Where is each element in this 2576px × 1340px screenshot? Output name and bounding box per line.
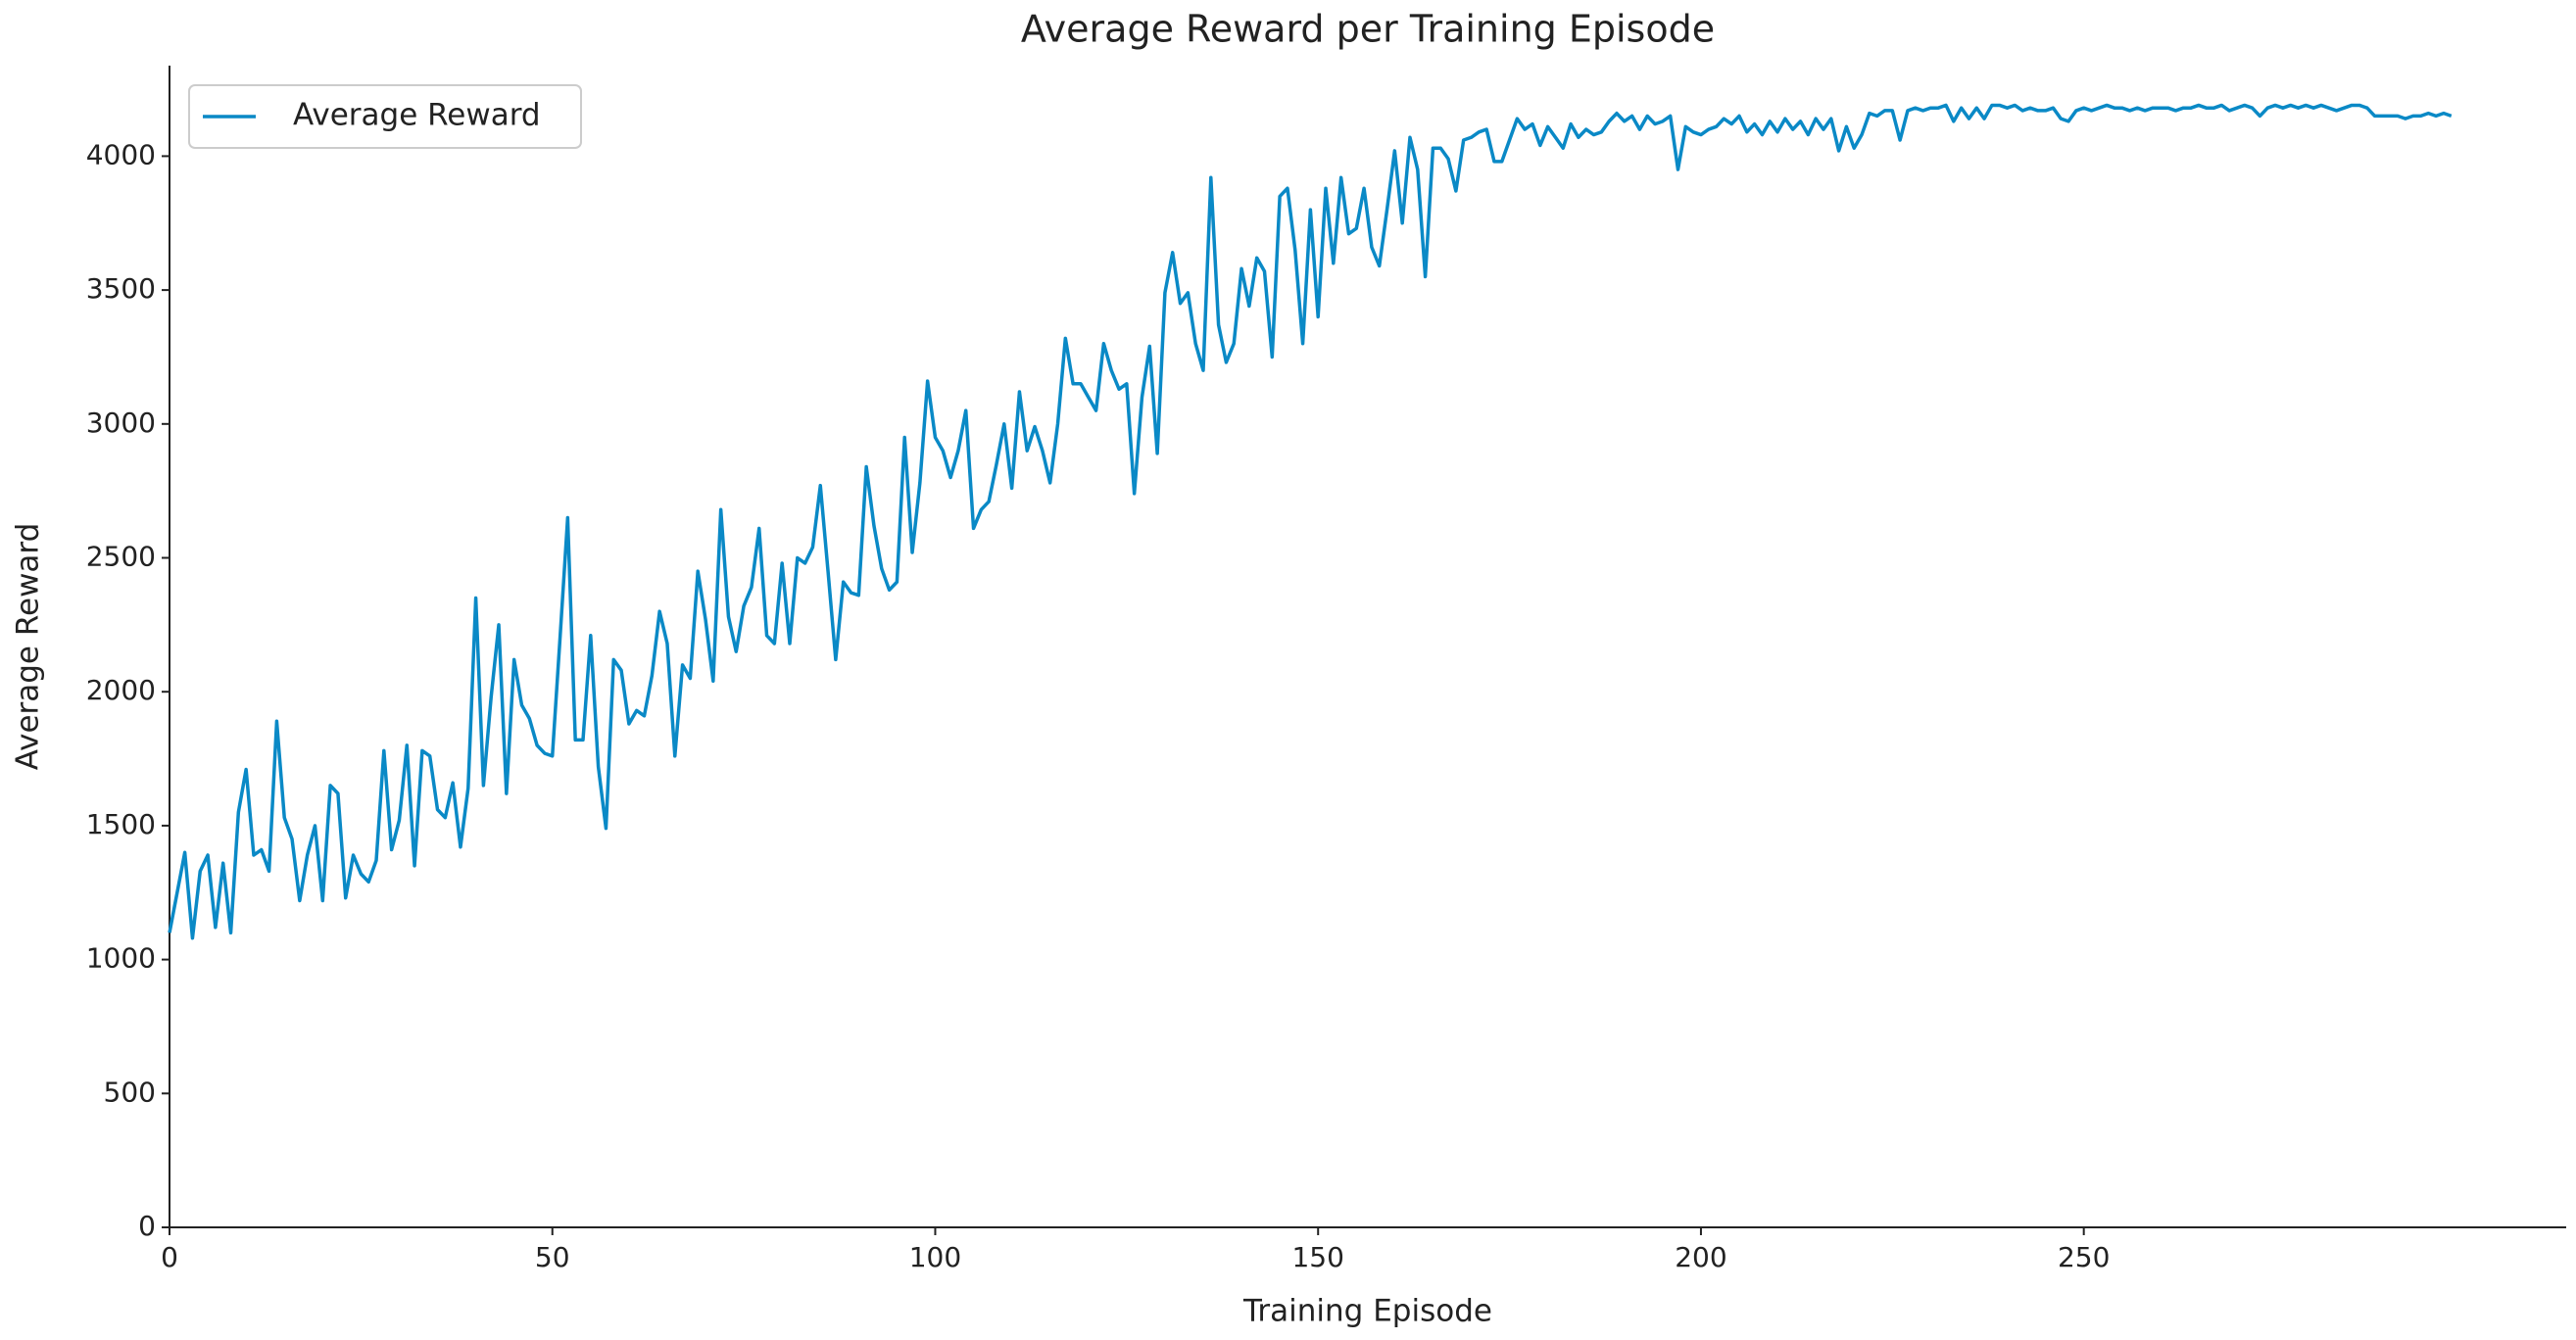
y-axis-label: Average Reward — [11, 523, 46, 771]
x-axis-label: Training Episode — [1242, 1294, 1492, 1329]
y-tick-label: 3500 — [86, 272, 156, 305]
x-tick-label: 150 — [1291, 1241, 1343, 1273]
y-tick-label: 2000 — [86, 674, 156, 706]
x-tick-label: 100 — [909, 1241, 961, 1273]
y-tick-label: 1000 — [86, 942, 156, 975]
y-tick-label: 4000 — [86, 138, 156, 170]
y-tick-label: 2500 — [86, 541, 156, 573]
x-tick-label: 0 — [161, 1241, 178, 1273]
x-tick-label: 200 — [1675, 1241, 1726, 1273]
legend-box — [188, 84, 582, 149]
legend: Average Reward — [188, 84, 582, 149]
data-line — [168, 103, 2453, 940]
legend-label: Average Reward — [293, 98, 541, 133]
y-tick-label: 500 — [104, 1076, 156, 1108]
x-tick-label: 250 — [2058, 1241, 2110, 1273]
y-tick-label: 1500 — [86, 808, 156, 840]
y-tick-label: 3000 — [86, 407, 156, 439]
y-tick-label: 0 — [138, 1210, 156, 1242]
chart-title: Average Reward per Training Episode — [1021, 8, 1715, 51]
x-tick-label: 50 — [535, 1241, 570, 1273]
